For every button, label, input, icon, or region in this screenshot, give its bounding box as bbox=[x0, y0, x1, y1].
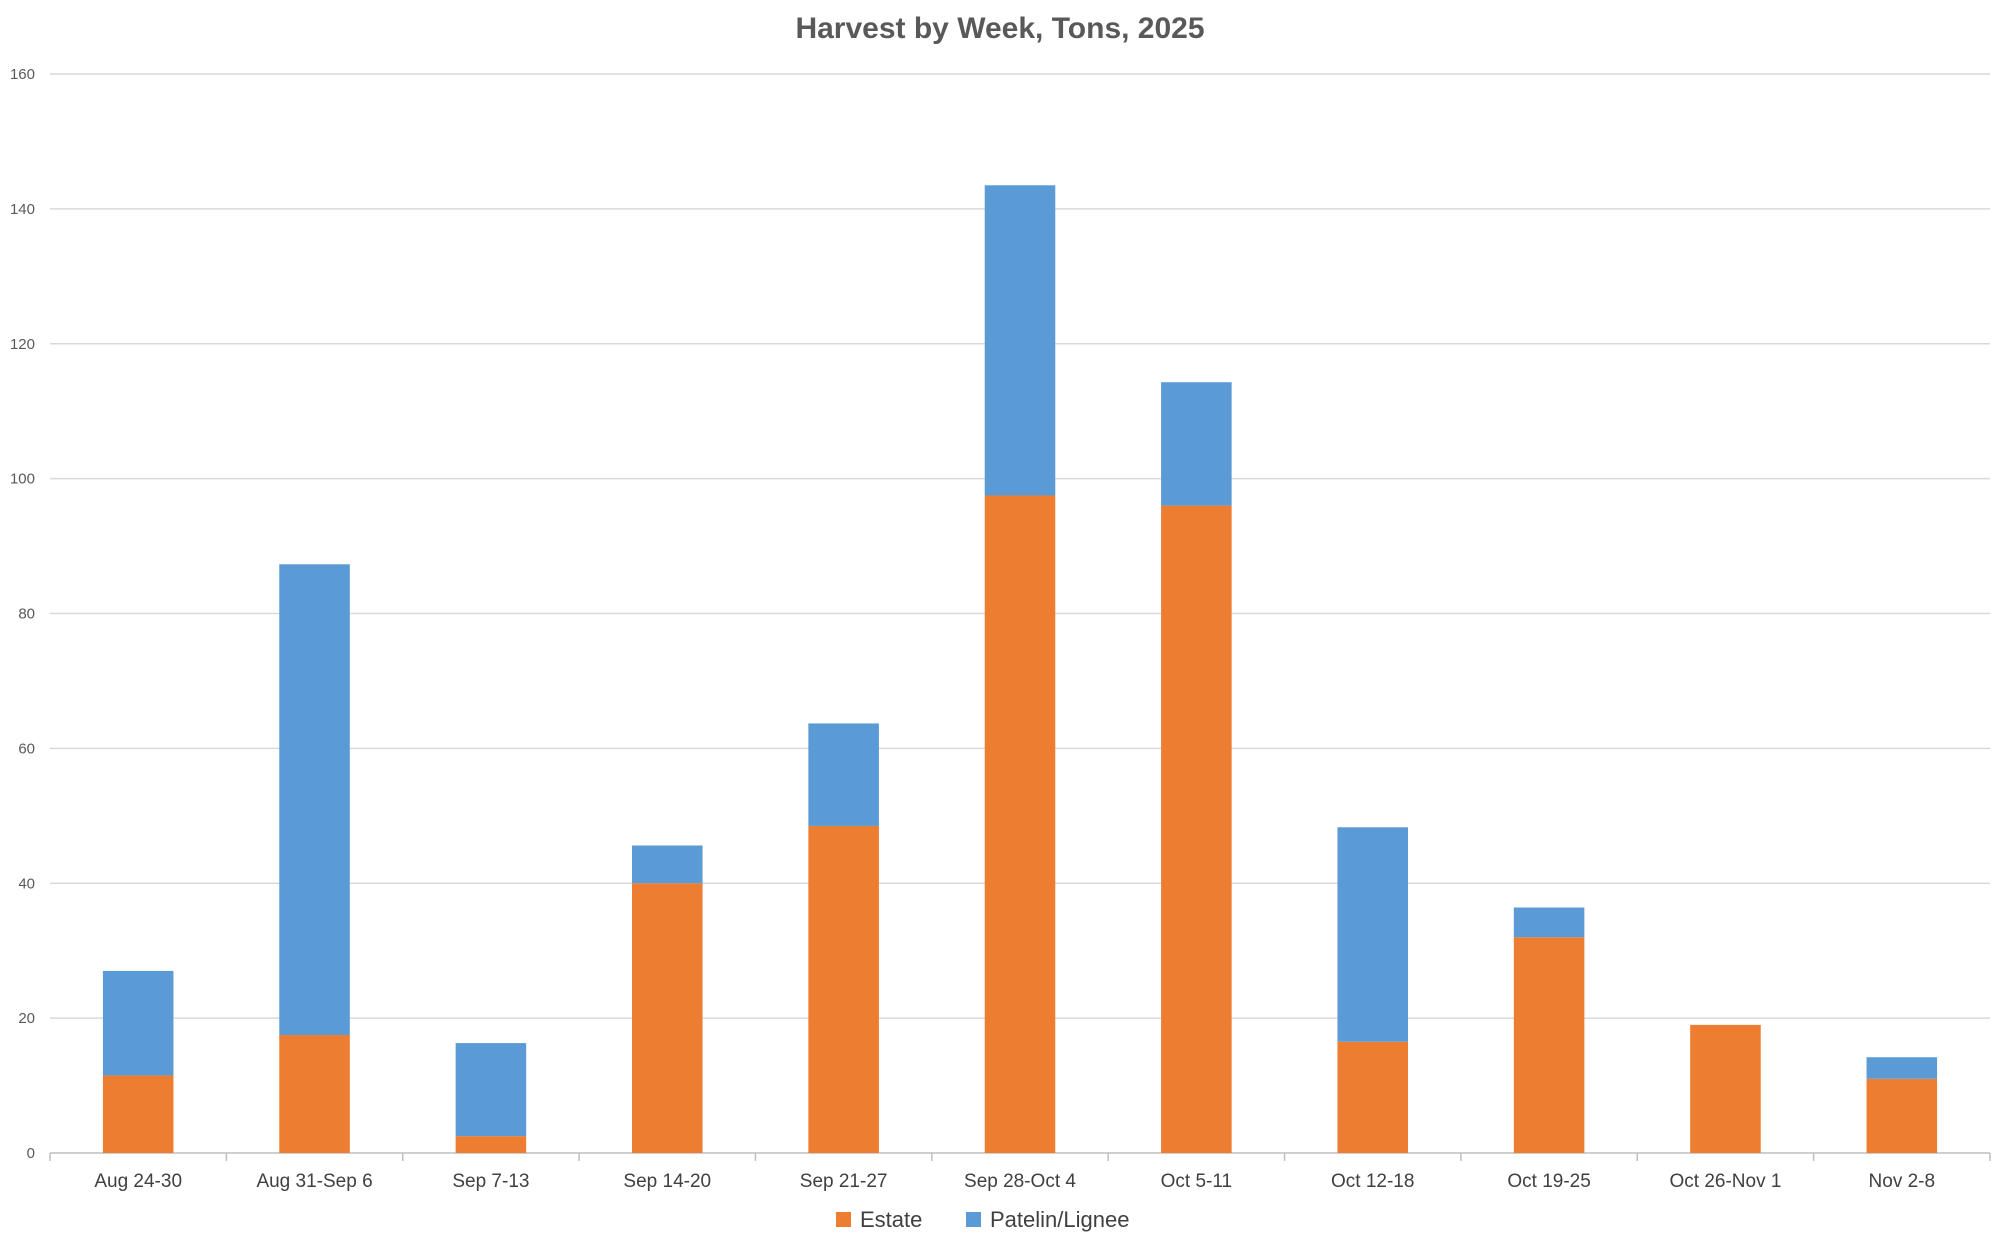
legend-swatch bbox=[836, 1212, 851, 1227]
x-tick-label: Oct 5-11 bbox=[1161, 1171, 1232, 1192]
bar bbox=[279, 564, 350, 1035]
bar bbox=[808, 723, 879, 826]
bar bbox=[1513, 907, 1585, 938]
bar bbox=[1690, 1024, 1761, 1153]
x-tick-label: Sep 28-Oct 4 bbox=[964, 1171, 1076, 1192]
bar bbox=[102, 970, 174, 1076]
x-tick-label: Aug 24-30 bbox=[94, 1171, 182, 1192]
x-tick-label: Sep 21-27 bbox=[800, 1171, 888, 1192]
bar bbox=[1161, 382, 1232, 506]
bar bbox=[632, 845, 703, 884]
bar bbox=[1337, 1041, 1408, 1153]
bar bbox=[632, 883, 703, 1153]
y-tick-label: 140 bbox=[10, 201, 35, 218]
x-tick-label: Oct 19-25 bbox=[1507, 1171, 1590, 1192]
y-tick-label: 100 bbox=[10, 471, 35, 488]
y-tick-label: 120 bbox=[10, 336, 35, 353]
x-tick-label: Sep 7-13 bbox=[452, 1171, 529, 1192]
bar bbox=[1337, 827, 1408, 1042]
legend-swatch bbox=[966, 1212, 981, 1227]
y-tick-label: 160 bbox=[10, 66, 35, 83]
bar bbox=[455, 1043, 527, 1137]
x-tick-label: Oct 26-Nov 1 bbox=[1669, 1171, 1781, 1192]
y-tick-label: 40 bbox=[18, 875, 35, 892]
bar bbox=[102, 1075, 174, 1153]
y-tick-label: 20 bbox=[18, 1010, 35, 1027]
x-tick-label: Aug 31-Sep 6 bbox=[256, 1171, 372, 1192]
y-tick-label: 80 bbox=[18, 606, 35, 623]
bar bbox=[984, 495, 1056, 1153]
bar bbox=[1513, 937, 1585, 1153]
bar bbox=[1161, 505, 1232, 1154]
y-tick-label: 60 bbox=[18, 740, 35, 757]
bar bbox=[808, 825, 879, 1153]
x-tick-label: Nov 2-8 bbox=[1869, 1171, 1936, 1192]
bar bbox=[1866, 1078, 1938, 1153]
bar bbox=[455, 1136, 527, 1153]
chart-title: Harvest by Week, Tons, 2025 bbox=[795, 12, 1205, 45]
bar bbox=[279, 1034, 350, 1153]
x-tick-label: Oct 12-18 bbox=[1331, 1171, 1414, 1192]
bar bbox=[1866, 1057, 1938, 1079]
legend-label: Patelin/Lignee bbox=[990, 1207, 1129, 1232]
x-tick-label: Sep 14-20 bbox=[623, 1171, 711, 1192]
legend-label: Estate bbox=[860, 1207, 922, 1232]
y-tick-label: 0 bbox=[27, 1145, 35, 1162]
bar bbox=[984, 185, 1056, 496]
